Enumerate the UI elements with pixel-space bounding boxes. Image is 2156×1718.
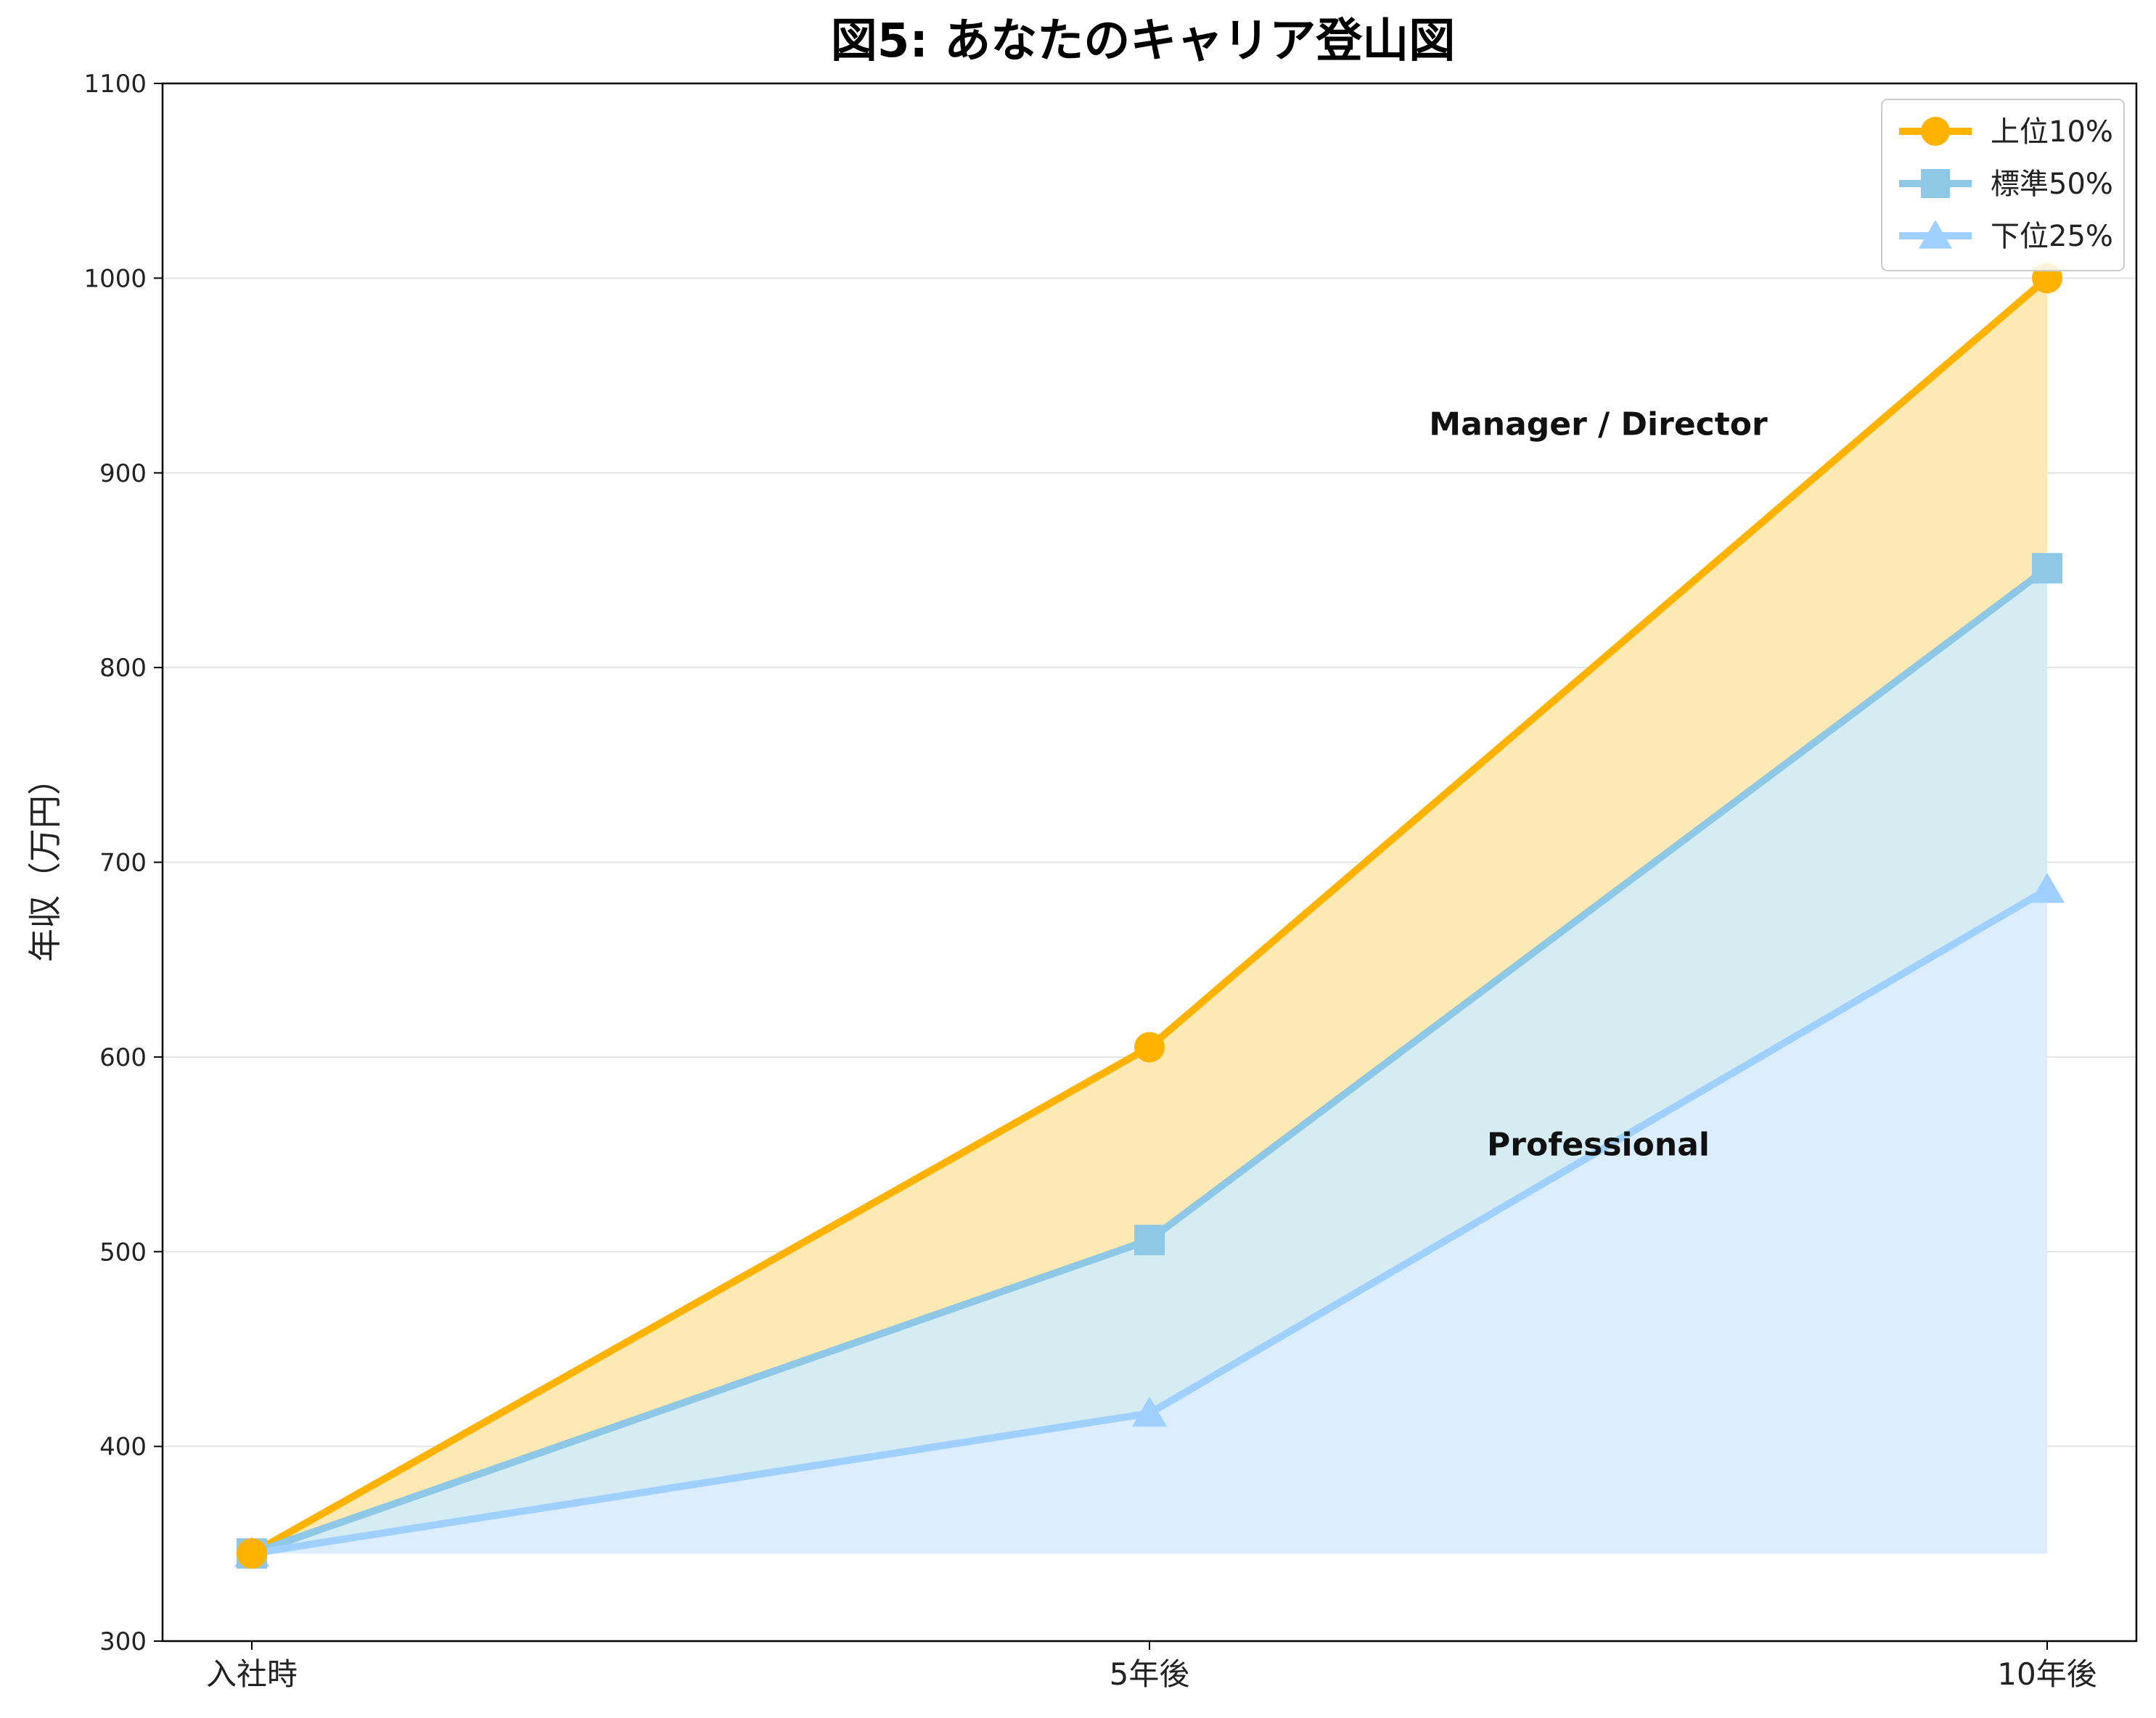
data-point-circle xyxy=(237,1538,267,1569)
data-point-triangle xyxy=(1919,220,1952,249)
area-fill xyxy=(252,889,2047,1554)
data-point-square xyxy=(1134,1225,1165,1256)
x-tick-label: 入社時 xyxy=(206,1656,298,1692)
y-axis-label: 年収（万円） xyxy=(25,762,65,962)
area-fills xyxy=(252,278,2047,1554)
legend-label: 標準50% xyxy=(1991,168,2113,201)
data-point-circle xyxy=(1134,1032,1165,1063)
y-tick-label: 800 xyxy=(99,654,147,683)
y-tick-label: 1000 xyxy=(83,264,147,293)
area-fill xyxy=(252,568,2047,1554)
annotations: Manager / Director Professional xyxy=(1429,406,1768,1164)
y-tick-label: 700 xyxy=(99,849,147,878)
legend: 上位10% 標準50% 下位25% xyxy=(1881,99,2125,271)
y-tick-label: 600 xyxy=(99,1043,147,1072)
x-axis-ticks: 入社時 5年後 10年後 xyxy=(206,1641,2097,1692)
annotation-label: Professional xyxy=(1487,1127,1710,1164)
legend-label: 下位25% xyxy=(1991,220,2113,253)
chart-title: 図5: あなたのキャリア登山図 xyxy=(831,15,1455,68)
y-tick-label: 400 xyxy=(99,1433,147,1462)
data-point-triangle xyxy=(2029,872,2065,903)
y-tick-label: 300 xyxy=(99,1627,147,1656)
y-axis-ticks: 300 400 500 600 700 800 900 1000 1100 xyxy=(83,70,163,1656)
legend-label: 上位10% xyxy=(1991,115,2113,149)
y-tick-label: 1100 xyxy=(83,70,147,99)
data-point-square xyxy=(2032,553,2062,584)
annotation-label: Manager / Director xyxy=(1429,406,1768,443)
data-point-square xyxy=(1921,169,1950,198)
x-tick-label: 10年後 xyxy=(1997,1656,2096,1692)
data-point-circle xyxy=(1921,117,1950,146)
x-tick-label: 5年後 xyxy=(1110,1656,1190,1692)
y-tick-label: 900 xyxy=(99,459,147,488)
data-point-triangle xyxy=(1131,1396,1168,1427)
y-tick-label: 500 xyxy=(99,1238,147,1267)
